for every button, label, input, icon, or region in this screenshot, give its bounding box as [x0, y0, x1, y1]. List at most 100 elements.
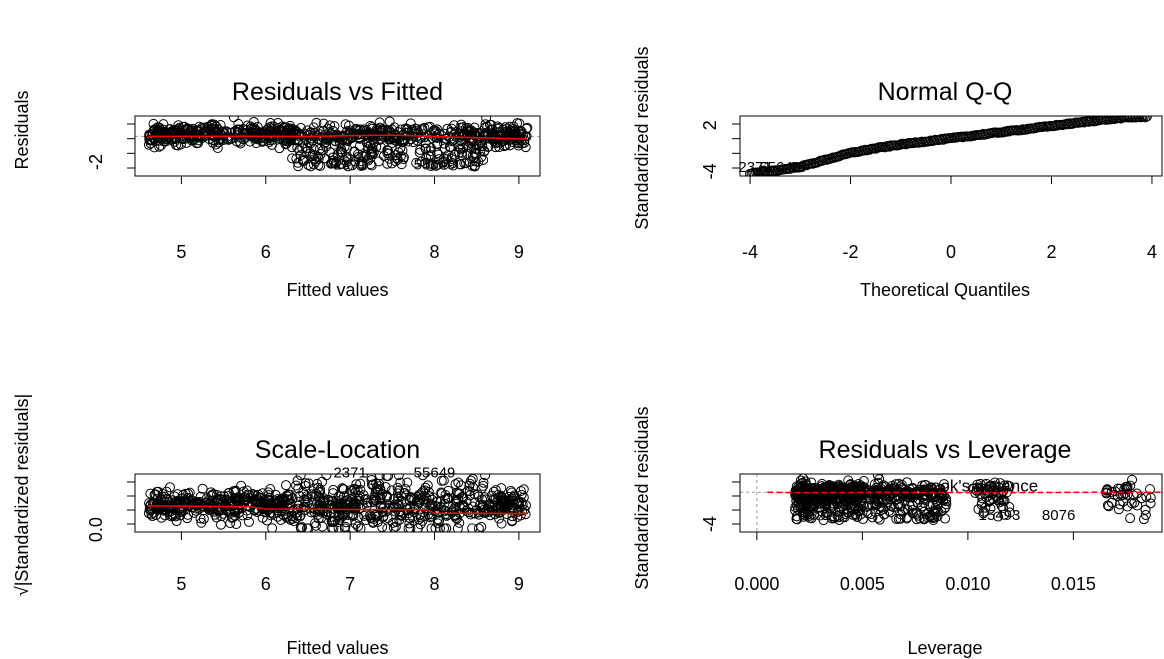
- data-point: [499, 141, 510, 152]
- data-point: [505, 485, 516, 496]
- data-point: [248, 116, 259, 127]
- data-point: [221, 500, 232, 511]
- data-point: [392, 482, 403, 493]
- data-point: [356, 158, 367, 169]
- data-point: [932, 506, 943, 517]
- data-point: [359, 510, 370, 521]
- point-label: 55649: [414, 157, 456, 174]
- data-point: [465, 475, 476, 486]
- data-point: [272, 511, 283, 522]
- data-point: [291, 480, 302, 491]
- data-point: [514, 127, 525, 138]
- data-point: [450, 506, 461, 517]
- data-point: [302, 142, 313, 153]
- data-point: [1145, 498, 1156, 509]
- data-point: [432, 501, 443, 512]
- x-tick-label: 9: [514, 574, 524, 594]
- data-point: [432, 139, 443, 150]
- data-point: [978, 506, 989, 517]
- data-point: [388, 522, 399, 532]
- data-point: [850, 510, 861, 521]
- data-point: [465, 129, 476, 140]
- data-point: [509, 130, 520, 141]
- data-point: [419, 122, 430, 133]
- data-point: [846, 500, 857, 511]
- scatter-points: [143, 474, 532, 532]
- data-point: [205, 502, 216, 513]
- data-point: [400, 123, 411, 134]
- data-point: [384, 116, 395, 127]
- data-point: [365, 149, 376, 160]
- data-point: [798, 490, 809, 501]
- data-point: [379, 501, 390, 512]
- data-point: [249, 504, 260, 515]
- data-point: [999, 509, 1010, 520]
- data-point: [309, 154, 320, 165]
- data-point: [431, 124, 442, 135]
- cooks-distance-label: Cook's distance: [919, 476, 1038, 495]
- data-point: [294, 491, 305, 502]
- data-point: [374, 493, 385, 504]
- data-point: [802, 509, 813, 520]
- chart-title: Residuals vs Leverage: [819, 436, 1072, 464]
- data-point: [453, 488, 464, 499]
- data-point: [809, 501, 820, 512]
- data-point: [922, 490, 933, 501]
- data-point: [453, 477, 464, 488]
- chart-title: Normal Q-Q: [878, 78, 1013, 106]
- point-label: 13: [789, 159, 806, 176]
- data-point: [335, 491, 346, 502]
- data-point: [360, 149, 371, 160]
- data-point: [917, 501, 928, 512]
- data-point: [914, 485, 925, 496]
- data-point: [426, 509, 437, 520]
- data-point: [273, 117, 284, 128]
- data-point: [439, 498, 450, 509]
- data-point: [196, 517, 207, 528]
- x-axis-label: Leverage: [907, 638, 982, 658]
- scatter-points: [745, 116, 1152, 176]
- data-point: [849, 147, 860, 158]
- data-point: [297, 143, 308, 154]
- data-point: [355, 484, 366, 495]
- data-point: [400, 484, 411, 495]
- data-point: [292, 475, 303, 486]
- data-point: [321, 133, 332, 144]
- data-point: [166, 134, 177, 145]
- data-point: [197, 132, 208, 143]
- data-point: [317, 132, 328, 143]
- data-point: [469, 489, 480, 500]
- data-point: [374, 122, 385, 133]
- data-point: [1128, 490, 1139, 501]
- data-point: [425, 150, 436, 161]
- data-point: [302, 125, 313, 136]
- data-point: [498, 502, 509, 513]
- data-point: [295, 523, 306, 532]
- x-tick-label: 0.000: [734, 574, 779, 594]
- point-label: 55649: [414, 465, 456, 482]
- data-point: [869, 493, 880, 504]
- data-point: [420, 503, 431, 514]
- data-point: [919, 514, 930, 525]
- data-point: [362, 497, 373, 508]
- data-point: [207, 489, 218, 500]
- data-point: [315, 160, 326, 171]
- data-point: [1127, 474, 1138, 485]
- data-point: [415, 512, 426, 523]
- data-point: [451, 498, 462, 509]
- data-point: [513, 140, 524, 151]
- data-point: [1102, 500, 1113, 511]
- data-point: [930, 506, 941, 517]
- data-point: [172, 489, 183, 500]
- data-point: [496, 495, 507, 506]
- data-point: [169, 125, 180, 136]
- x-tick-label: 0: [946, 242, 956, 262]
- data-point: [232, 129, 243, 140]
- data-point: [977, 493, 988, 504]
- data-point: [313, 482, 324, 493]
- data-point: [293, 496, 304, 507]
- point-label: 8076: [1042, 507, 1075, 524]
- data-point: [301, 491, 312, 502]
- x-tick-label: 0.015: [1051, 574, 1096, 594]
- data-point: [1113, 504, 1124, 515]
